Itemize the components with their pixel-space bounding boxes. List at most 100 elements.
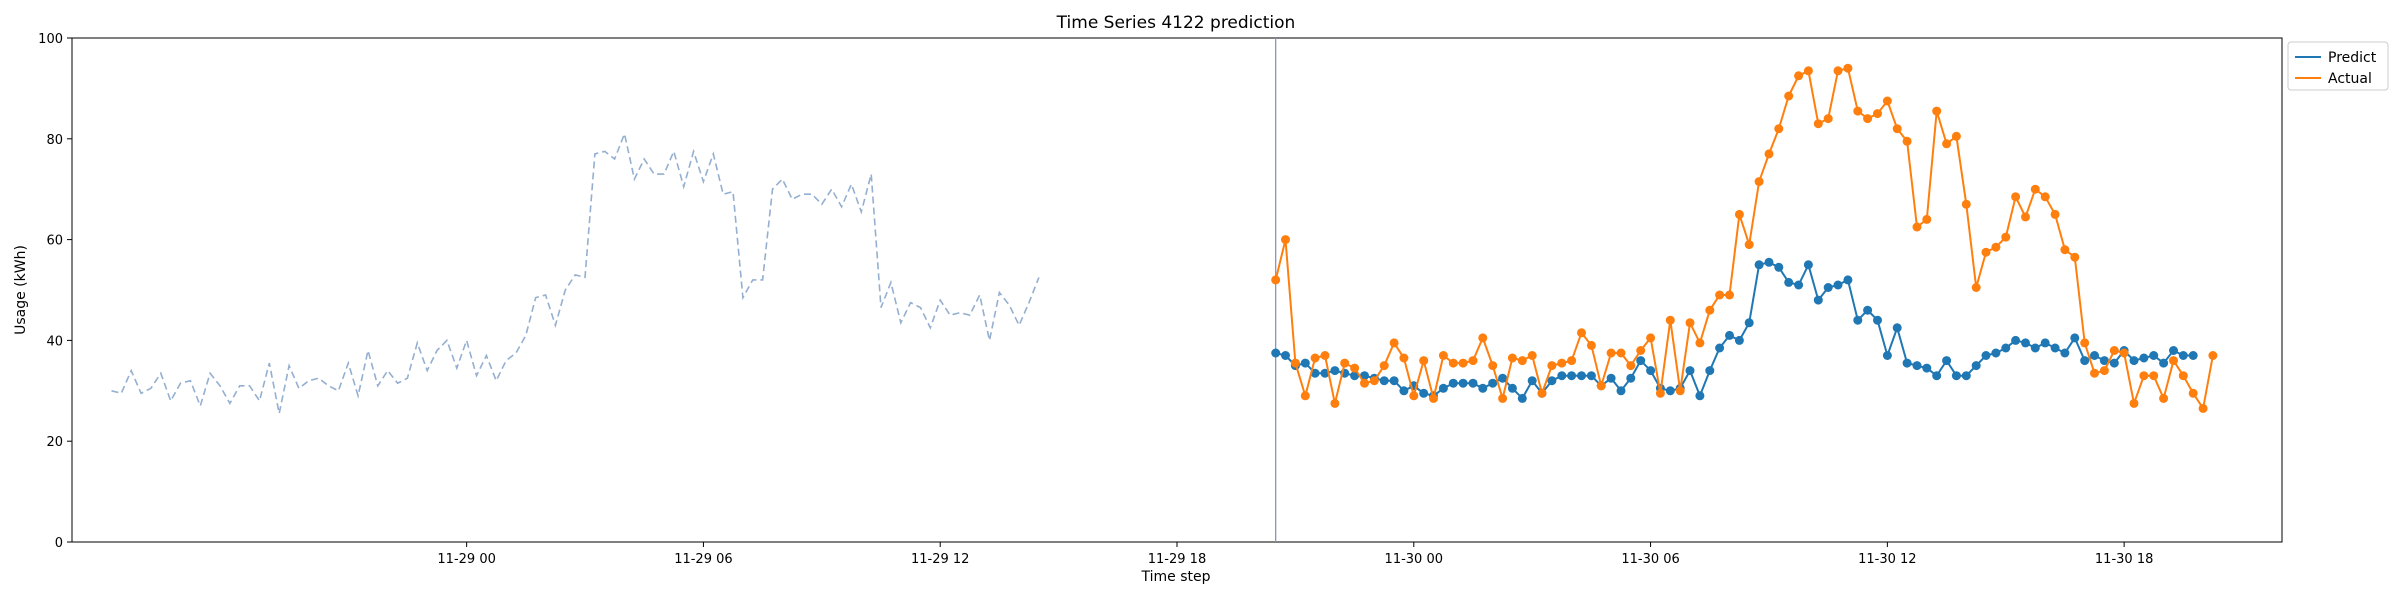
actual-point (1498, 393, 1508, 403)
actual-point (1951, 131, 1961, 141)
predict-point (1853, 315, 1863, 325)
actual-point (2090, 368, 2099, 378)
actual-point (2070, 252, 2080, 262)
actual-point (2080, 338, 2090, 348)
legend-label-actual: Actual (2328, 71, 2372, 87)
actual-point (1655, 388, 1665, 398)
y-tick-label: 0 (55, 536, 63, 551)
actual-point (1350, 363, 1360, 373)
actual-point (1290, 358, 1300, 368)
predict-point (1350, 371, 1360, 381)
actual-point (1695, 338, 1705, 348)
predict-point (1517, 393, 1527, 403)
predict-point (1734, 335, 1744, 345)
x-tick-label: 11-30 06 (1621, 552, 1679, 567)
predict-point (1448, 378, 1458, 388)
actual-point (1981, 247, 1991, 257)
x-tick-label: 11-30 18 (2095, 552, 2153, 567)
actual-point (1281, 235, 1290, 245)
predict-point (1458, 378, 1468, 388)
actual-point (1577, 328, 1586, 338)
actual-point (1379, 361, 1389, 371)
y-tick-label: 20 (46, 435, 63, 450)
actual-point (1932, 106, 1942, 116)
actual-line (1274, 66, 2214, 412)
predict-point (2188, 351, 2198, 360)
predict-point (1271, 348, 1281, 358)
actual-point (2099, 366, 2109, 376)
legend-label-predict: Predict (2328, 50, 2377, 66)
actual-point (1567, 356, 1577, 366)
predict-point (1665, 386, 1675, 396)
predict-point (1803, 260, 1813, 270)
actual-point (1616, 348, 1626, 358)
predict-point (1577, 371, 1586, 381)
actual-point (1882, 96, 1892, 106)
predict-point (1744, 318, 1754, 328)
actual-point (1596, 381, 1606, 391)
actual-point (1330, 398, 1340, 408)
y-tick-label: 60 (46, 234, 63, 249)
actual-point (2050, 209, 2060, 219)
predict-point (1715, 343, 1725, 353)
legend: Predict Actual (2287, 41, 2389, 91)
actual-point (1675, 386, 1685, 396)
history-line (111, 131, 1040, 414)
actual-point (1665, 315, 1675, 325)
actual-point (1606, 348, 1616, 358)
predict-point (2109, 358, 2119, 368)
predict-point (1971, 361, 1981, 371)
actual-point (2021, 212, 2030, 222)
actual-point (1774, 124, 1784, 134)
actual-point (1853, 106, 1863, 116)
predict-point (1873, 315, 1882, 325)
predict-point (1547, 376, 1557, 386)
x-tick-label: 11-29 06 (674, 552, 732, 567)
actual-point (1833, 66, 1843, 76)
actual-point (2119, 348, 2129, 358)
predict-point (1942, 356, 1952, 366)
actual-point (2139, 371, 2149, 381)
predict-point (1527, 376, 1537, 386)
actual-point (1468, 356, 1478, 366)
predict-point (1330, 366, 1340, 376)
predict-point (1606, 373, 1616, 383)
actual-point (1922, 214, 1932, 224)
predict-point (1932, 371, 1942, 381)
predict-point (2021, 338, 2030, 348)
predict-point (1300, 358, 1310, 368)
predict-point (1774, 262, 1784, 272)
actual-point (2149, 371, 2159, 381)
actual-point (1646, 333, 1656, 343)
actual-point (1863, 114, 1873, 124)
predict-point (2178, 351, 2188, 360)
actual-point (1685, 318, 1695, 328)
predict-point (1419, 388, 1429, 398)
actual-point (1942, 139, 1952, 149)
y-axis-label: Usage (kWh) (13, 245, 29, 335)
predict-point (1626, 373, 1636, 383)
actual-point (1586, 340, 1596, 350)
actual-point (1488, 361, 1498, 371)
plot-frame (71, 37, 2283, 543)
predict-point (2050, 343, 2060, 353)
predict-line (1275, 261, 2194, 401)
predict-point (1399, 386, 1409, 396)
actual-point (1823, 114, 1833, 124)
actual-point (1448, 358, 1458, 368)
predict-point (1754, 260, 1764, 270)
actual-point (1961, 199, 1971, 209)
actual-point (1873, 109, 1882, 119)
actual-point (1626, 361, 1636, 371)
predict-point (1902, 358, 1912, 368)
actual-point (1991, 242, 2001, 252)
predict-point (1488, 378, 1498, 388)
predict-point (1961, 371, 1971, 381)
predict-point (1438, 383, 1448, 393)
actual-point (1557, 358, 1567, 368)
predict-point (2070, 333, 2080, 343)
predict-point (1794, 280, 1804, 290)
predict-point (2011, 335, 2021, 345)
predict-point (2099, 356, 2109, 366)
